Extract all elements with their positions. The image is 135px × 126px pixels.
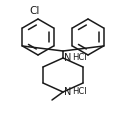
Text: HCl: HCl	[72, 53, 87, 61]
Text: N: N	[64, 53, 71, 63]
Text: Cl: Cl	[30, 6, 40, 16]
Text: HCl: HCl	[72, 87, 87, 96]
Text: N: N	[64, 87, 71, 97]
